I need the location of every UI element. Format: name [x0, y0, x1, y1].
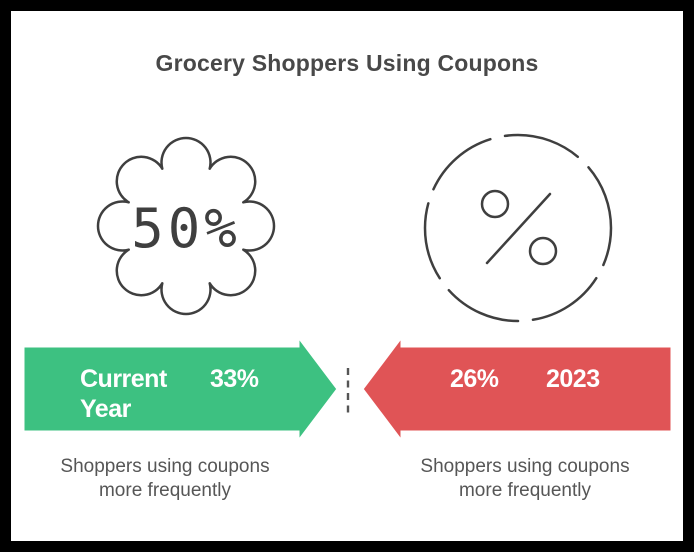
- percent-circle-icon: [423, 133, 613, 323]
- caption-current-year: Shoppers using coupons more frequently: [60, 456, 270, 501]
- caption-previous-year: Shoppers using coupons more frequently: [420, 456, 630, 501]
- current-year-value: 33%: [210, 365, 259, 393]
- page-title: Grocery Shoppers Using Coupons: [155, 50, 539, 76]
- previous-year-value: 26%: [450, 365, 499, 393]
- badge-value-text: 50%: [131, 197, 241, 260]
- percent-bottom-circle: [528, 236, 558, 266]
- percent-slash: [485, 192, 552, 265]
- dashed-circle-outline: [423, 133, 613, 323]
- current-year-label: Current Year: [80, 365, 167, 423]
- percent-top-circle: [480, 189, 510, 219]
- backward-arrow-shape: [360, 331, 674, 447]
- badge-seal-outline: [96, 136, 276, 316]
- percent-icon: [480, 189, 558, 266]
- discount-badge-icon: 50%: [96, 136, 276, 316]
- previous-year-label: 2023: [546, 365, 600, 393]
- forward-arrow-shape: [21, 331, 340, 447]
